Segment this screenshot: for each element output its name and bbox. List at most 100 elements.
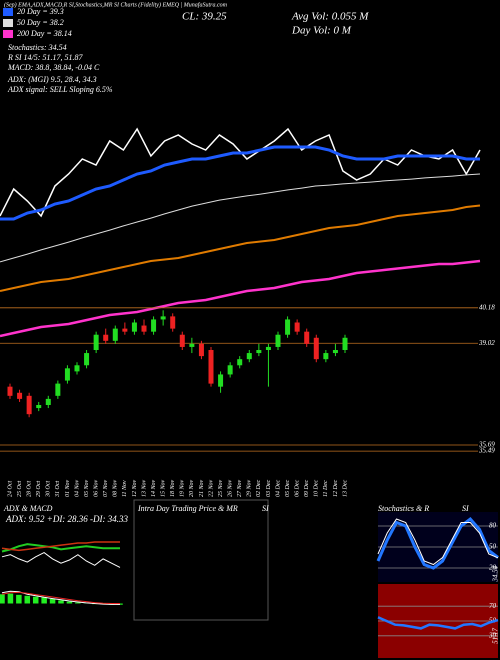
info-line: ADX: (MGI) 9.5, 28.4, 34.3 <box>7 75 97 84</box>
x-tick-label: 30 Oct <box>46 481 52 498</box>
intraday-panel <box>133 499 269 621</box>
candle-body <box>170 316 176 329</box>
x-tick-label: 04 Dec <box>274 480 281 497</box>
day-volume: Day Vol: 0 M <box>291 25 352 37</box>
candle-body <box>160 316 166 320</box>
candle-body <box>275 334 281 347</box>
candle-body <box>227 365 233 375</box>
x-tick-label: 03 Dec <box>266 480 272 497</box>
value-label: 51.17 <box>492 628 500 644</box>
candle-body <box>198 343 204 357</box>
candle-body <box>323 353 329 360</box>
panel-title: SI <box>262 504 269 513</box>
x-tick-label: 07 Nov <box>103 479 109 497</box>
candle-body <box>26 395 32 415</box>
candle-body <box>93 334 99 350</box>
x-tick-label: 15 Nov <box>161 479 167 497</box>
x-tick-label: 18 Nov <box>170 479 176 497</box>
series-line <box>0 259 481 338</box>
histogram-bar <box>41 597 47 604</box>
series-line <box>1 543 120 553</box>
candle-body <box>246 353 252 360</box>
y-tick-label: 20 <box>489 564 497 572</box>
legend-swatch <box>3 8 13 16</box>
candle-body <box>141 325 147 332</box>
histogram-bar <box>49 598 56 604</box>
candle-body <box>294 322 300 332</box>
candle-body <box>17 392 23 399</box>
x-tick-label: 11 Dec <box>323 480 329 497</box>
histogram-bar <box>7 593 14 604</box>
histogram-bar <box>0 594 5 604</box>
series-line <box>1 541 120 552</box>
candle-body <box>313 337 319 360</box>
y-tick-label: 40.18 <box>479 303 495 311</box>
x-tick-label: 29 Oct <box>36 481 42 497</box>
legend-swatch <box>3 30 13 38</box>
x-tick-label: 22 Nov <box>208 479 214 497</box>
x-tick-label: 19 Nov <box>180 479 186 497</box>
adx-values: ADX: 9.52 +DI: 28.36 -DI: 34.33 <box>5 514 129 524</box>
candle-body <box>74 365 80 372</box>
x-tick-label: 06 Nov <box>94 479 100 497</box>
x-tick-label: 09 Dec <box>304 480 310 497</box>
avg-volume: Avg Vol: 0.055 M <box>291 11 369 23</box>
histogram-bar <box>16 594 22 604</box>
series-line <box>0 173 481 263</box>
info-line: Stochastics: 34.54 <box>8 43 67 52</box>
panel-title: Stochastics & R <box>378 504 429 513</box>
legend-label: 20 Day = 39.3 <box>17 7 64 16</box>
x-tick-label: 02 Dec <box>256 480 262 497</box>
x-tick-label: 11 Nov <box>122 480 128 497</box>
series-line <box>376 516 499 570</box>
info-line: ADX signal: SELL Sloping 6.5% <box>7 85 113 94</box>
series-line <box>377 616 499 630</box>
x-tick-label: 24 Oct <box>6 481 13 497</box>
candle-body <box>332 350 338 354</box>
candle-body <box>208 350 214 384</box>
y-tick-label: 80 <box>489 522 497 530</box>
candle-body <box>36 405 42 409</box>
y-tick-label: 70 <box>489 602 497 610</box>
candle-body <box>122 328 128 332</box>
close-price: CL: 39.25 <box>182 11 227 23</box>
series-line <box>1 591 120 604</box>
candle-body <box>45 398 51 405</box>
legend-label: 50 Day = 38.2 <box>17 18 64 27</box>
x-tick-label: 21 Nov <box>199 479 205 497</box>
y-tick-label: 50 <box>489 543 497 551</box>
candle-body <box>342 337 348 350</box>
candle-body <box>265 346 271 350</box>
panel-title: SI <box>462 504 469 513</box>
x-tick-label: 12 Dec <box>333 480 339 497</box>
histogram-bar <box>66 601 73 604</box>
candle-body <box>84 353 90 366</box>
panel-title: ADX & MACD <box>3 504 53 513</box>
x-tick-label: 05 Nov <box>84 479 90 497</box>
x-tick-label: 01 Nov <box>65 479 71 497</box>
x-tick-label: 31 Oct <box>55 481 61 498</box>
x-tick-label: 25 Nov <box>218 479 224 497</box>
y-tick-label: 35.69 <box>478 441 495 449</box>
x-tick-label: 12 Nov <box>132 479 138 497</box>
x-tick-label: 13 Nov <box>141 479 147 497</box>
candle-body <box>7 386 13 396</box>
series-line <box>0 204 481 292</box>
x-tick-label: 13 Dec <box>342 480 348 497</box>
legend-label: 200 Day = 38.14 <box>17 29 72 38</box>
legend-swatch <box>3 19 13 27</box>
candle-body <box>285 319 291 335</box>
x-tick-label: 27 Nov <box>237 479 243 497</box>
panel-title: Intra Day Trading Price & MR <box>137 504 238 513</box>
x-tick-label: 28 Oct <box>27 481 33 497</box>
x-tick-label: 10 Dec <box>314 480 320 497</box>
candle-body <box>64 368 70 381</box>
x-tick-label: 25 Oct <box>17 481 23 497</box>
candle-body <box>151 319 157 332</box>
x-tick-label: 14 Nov <box>150 479 157 497</box>
header-title: (Sep) EMA,ADX,MACD,R SI,Stochastics,MR S… <box>4 1 228 8</box>
value-label: 34.54 <box>492 565 500 582</box>
histogram-bar <box>75 602 81 604</box>
candle-body <box>256 350 262 354</box>
